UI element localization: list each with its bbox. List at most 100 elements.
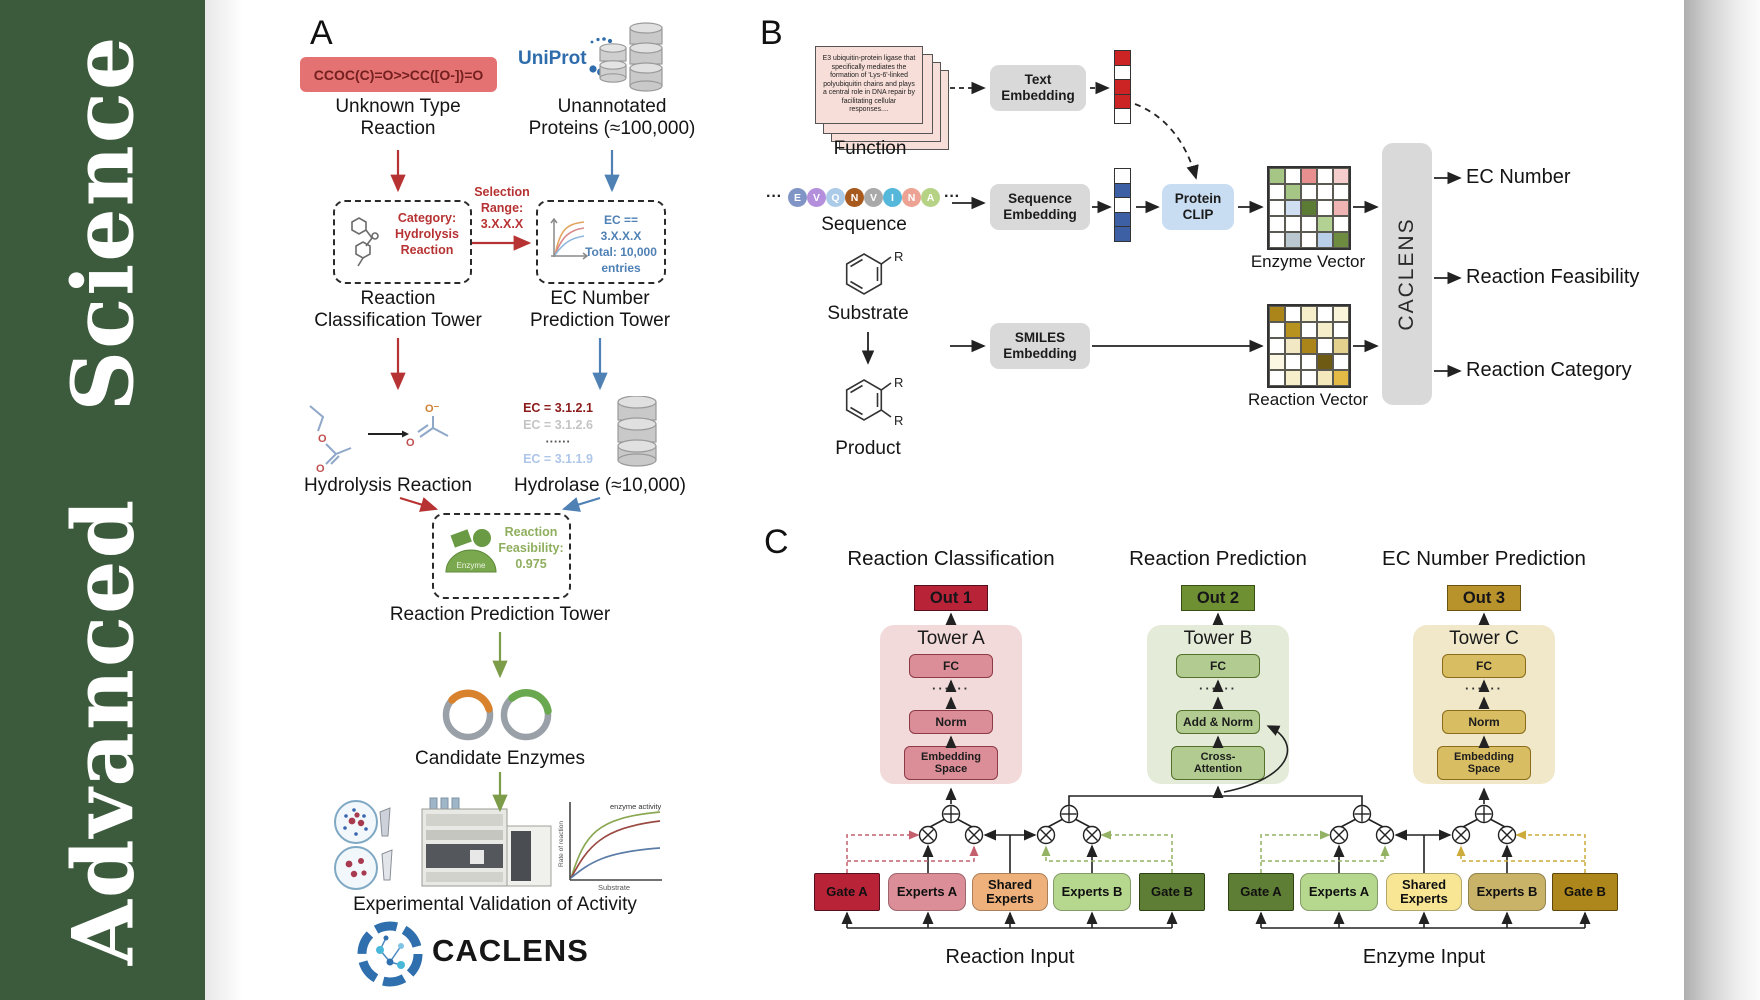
tower-a-fc: FC [909,654,993,678]
selection-range-text: Selection Range: 3.X.X.X [474,185,530,231]
tower-a-dots: ······ [932,681,970,696]
r-group: R [894,413,903,428]
tower-a-title: Tower A [917,628,985,649]
feasibility-text: Reaction Feasibility: 0.975 [498,525,564,571]
panel-a-label: A [310,14,333,52]
panel-b-label: B [760,14,783,52]
tower-c-norm: Norm [1442,710,1526,734]
substrate-benzene-icon: R [845,249,903,295]
tower-b-cross-attention: Cross- Attention [1171,746,1265,780]
tower-c-title: Tower C [1449,628,1519,649]
enzyme-vector-grid [1267,166,1351,250]
r-group: R [894,249,903,264]
enzyme-icon: Enzyme [445,529,497,573]
function-card-text: E3 ubiquitin-protein ligase that specifi… [815,46,923,124]
plasmid-icons [442,688,552,741]
experimental-validation-icons: enzyme activity Rate of reaction Substra… [334,797,662,892]
sequence-embedding-box: Sequence Embedding [990,184,1090,230]
reaction-input-label: Reaction Input [945,946,1075,968]
reaction-vector-grid [1267,304,1351,388]
enzyme-input-label: Enzyme Input [1362,946,1486,968]
hplc-instrument-icon [421,797,552,887]
journal-name: Advanced Science [53,34,152,966]
page-edge-shadow-left [205,0,243,1000]
molecule-icon [351,217,379,267]
multiply-nodes [918,825,1517,845]
reaction-gate-b-box: Gate B [1139,873,1205,911]
smiles-embedding-box: SMILES Embedding [990,323,1090,369]
heading-reaction-classification: Reaction Classification [847,547,1055,570]
product-label: Product [835,438,901,459]
o-atom: O [318,433,327,445]
enzyme-badge-text: Enzyme [457,561,486,570]
sequence-dots-left: ··· [766,188,782,205]
reaction-vector-label: Reaction Vector [1247,390,1368,409]
ec-prediction-box [536,200,666,284]
activity-graph-icon: enzyme activity Rate of reaction Substra… [558,802,662,892]
tower-c-dots: ······ [1465,681,1503,696]
classification-tower-label: Reaction Classification Tower [314,288,482,331]
ec-result-second: EC = 3.1.2.6 [523,418,593,432]
text-embedding-vector [1114,50,1131,125]
out1-box: Out 1 [914,585,988,611]
activity-curves-icon [550,217,589,260]
reaction-classification-box [333,200,472,284]
caclens-logo-icon [357,921,423,987]
enzyme-experts-a-box: Experts A [1300,873,1378,911]
reaction-shared-experts-box: Shared Experts [972,873,1048,911]
hydrolysis-reaction-label: Hydrolysis Reaction [304,475,472,496]
protein-clip-box: Protein CLIP [1162,184,1234,230]
enzyme-vector-label: Enzyme Vector [1250,252,1366,271]
product-benzene-icon: R R [845,375,903,428]
reaction-feasibility-box [432,513,571,599]
candidate-enzymes-label: Candidate Enzymes [414,748,586,769]
tower-b-panel: Tower B FC ······ Add & Norm Cross- Atte… [1147,625,1289,784]
ec-result-last: EC = 3.1.1.9 [523,452,593,466]
enzyme-gate-b-box: Gate B [1552,873,1618,911]
graph-ylabel: Rate of reaction [558,821,565,867]
ec-result-list: EC = 3.1.2.1 EC = 3.1.2.6 ······ EC = 3.… [516,400,600,468]
tower-c-embedding: Embedding Space [1437,746,1531,780]
uniprot-logo: UniProt [518,48,587,69]
category-text: Category: Hydrolysis Reaction [395,211,459,257]
o-atom: O [316,463,325,472]
sample-dish-icon [334,800,393,890]
r-group: R [894,375,903,390]
text-embedding-box: Text Embedding [990,65,1086,111]
ec-range-text: EC == 3.X.X.X Total: 10,000 entries [585,213,657,275]
reaction-experts-a-box: Experts A [888,873,966,911]
ec-result-top: EC = 3.1.2.1 [523,401,593,415]
graph-title: enzyme activity [610,802,662,811]
output-reaction-feasibility: Reaction Feasibility [1466,266,1640,288]
out3-box: Out 3 [1447,585,1521,611]
reaction-gate-a-box: Gate A [814,873,880,911]
smiles-reaction-box: CCOC(C)=O>>CC([O-])=O [300,57,497,92]
tower-a-panel: Tower A FC ······ Norm Embedding Space [880,625,1022,784]
function-label: Function [833,138,907,159]
enzyme-experts-b-box: Experts B [1468,873,1546,911]
tower-b-add-norm: Add & Norm [1176,710,1260,734]
sequence-dots-right: ··· [944,188,960,205]
tower-b-dots: ······ [1199,681,1237,696]
sequence-label: Sequence [821,214,907,235]
tower-b-fc: FC [1176,654,1260,678]
heading-ec-number-prediction: EC Number Prediction [1382,547,1586,570]
function-cards: E3 ubiquitin-protein ligase that specifi… [815,46,949,150]
panel-c-label: C [764,523,789,561]
ec-tower-label: EC Number Prediction Tower [529,288,671,331]
page-edge-shadow-right [1684,0,1760,1000]
tower-c-panel: Tower C FC ······ Norm Embedding Space [1413,625,1555,784]
out2-box: Out 2 [1181,585,1255,611]
tower-c-fc: FC [1442,654,1526,678]
database-icon [617,396,657,467]
caclens-wordmark: CACLENS [432,933,589,968]
tower-b-title: Tower B [1183,628,1253,649]
reaction-experts-b-box: Experts B [1053,873,1131,911]
prediction-tower-label: Reaction Prediction Tower [389,604,611,625]
o-atom: O [406,437,415,449]
unknown-reaction-label: Unknown Type Reaction [335,96,461,139]
sum-nodes [941,804,1494,824]
substrate-label: Substrate [827,303,909,324]
